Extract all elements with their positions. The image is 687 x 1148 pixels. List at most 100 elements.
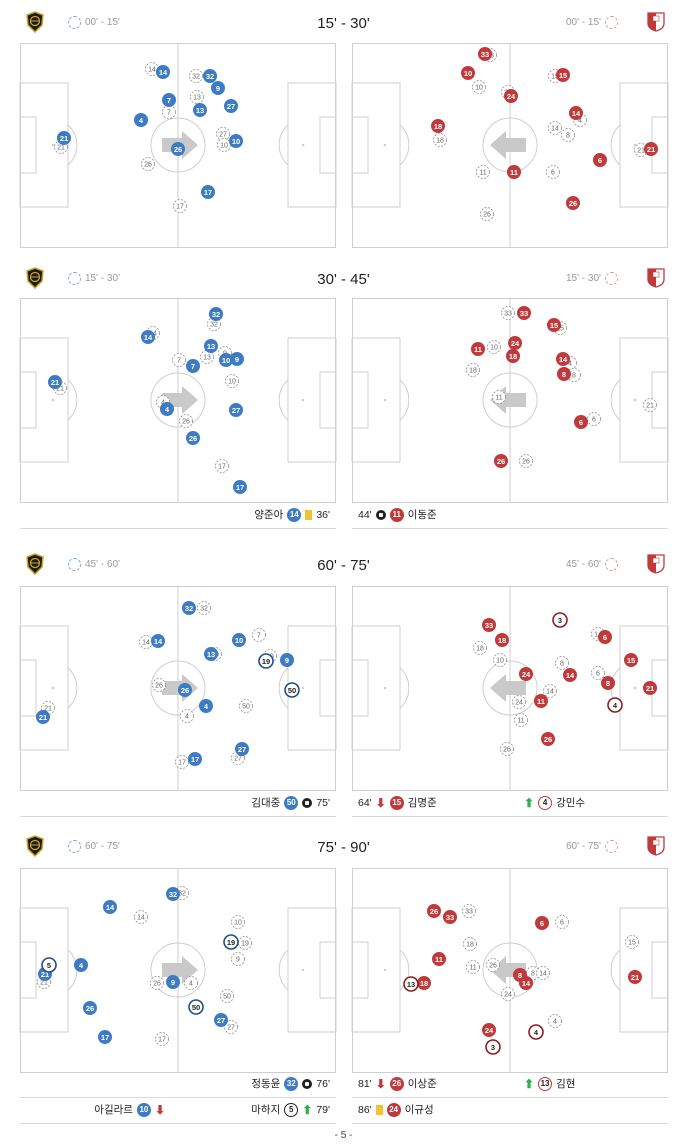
previous-position-number: 14 (539, 971, 547, 978)
player-number: 14 (572, 109, 581, 118)
player-badge: 11 (389, 507, 404, 522)
player-position-marker: 9 (211, 81, 225, 95)
player-number: 21 (646, 684, 654, 693)
player-number: 32 (169, 890, 177, 899)
home-team-logo (26, 267, 44, 289)
player-position-marker: 32 (203, 69, 217, 83)
player-number: 7 (167, 96, 171, 105)
match-event: 김대중 50 75' (251, 795, 330, 810)
previous-position-number: 4 (553, 1019, 557, 1026)
previous-position-number: 14 (137, 915, 145, 922)
previous-position-number: 18 (476, 646, 484, 653)
previous-position-number: 26 (144, 162, 152, 169)
previous-position-number: 6 (560, 920, 564, 927)
previous-position-number: 4 (568, 361, 572, 368)
previous-position-number: 27 (219, 132, 227, 139)
period-title: 75' - 90' (317, 839, 370, 856)
player-position-marker: 14 (556, 352, 570, 366)
previous-position-number: 15 (556, 326, 564, 333)
player-number: 4 (79, 961, 84, 970)
previous-position-number: 14 (546, 689, 554, 696)
home-reference-label: 00' - 15' (85, 17, 120, 28)
previous-position-number: 8 (560, 661, 564, 668)
player-badge: 5 (284, 1102, 299, 1117)
player-position-marker: 7 (162, 93, 176, 107)
previous-position-marker: 14 (548, 121, 562, 135)
previous-position-marker: 26 (480, 207, 494, 221)
event-minute: 79' (316, 1103, 330, 1116)
sub-in-arrow-icon: ⬆ (524, 1076, 535, 1091)
previous-position-marker: 18 (433, 133, 447, 147)
player-number: 26 (86, 1004, 94, 1013)
player-position-marker: 17 (233, 480, 247, 494)
player-name: 이규성 (404, 1104, 434, 1116)
event-minute: 86' (358, 1103, 372, 1116)
previous-position-number: 10 (234, 920, 242, 927)
player-position-marker: 9 (230, 352, 244, 366)
previous-position-number: 26 (522, 459, 530, 466)
goal-ball-icon (375, 509, 386, 520)
previous-position-number: 21 (637, 148, 645, 155)
previous-position-number: 10 (228, 379, 236, 386)
away-reference-label: 45' - 60' (566, 559, 601, 570)
previous-position-marker: 26 (519, 454, 533, 468)
player-number: 27 (238, 745, 246, 754)
match-event: 정동윤 32 76' (251, 1076, 330, 1091)
player-number: 27 (232, 406, 240, 415)
player-position-marker: 32 (209, 307, 223, 321)
player-number: 26 (544, 735, 552, 744)
home-reference-label: 60' - 75' (85, 841, 120, 852)
player-number: 26 (174, 145, 182, 154)
player-number: 27 (227, 102, 235, 111)
previous-position-marker: 6 (587, 412, 601, 426)
player-number: 6 (540, 919, 544, 928)
previous-position-marker: 14 (134, 910, 148, 924)
previous-position-marker: 27 (224, 1020, 238, 1034)
away-team-logo (647, 12, 665, 32)
previous-position-number: 26 (153, 981, 161, 988)
previous-position-marker: 11 (476, 165, 490, 179)
substitute-position-marker: 50 (188, 999, 204, 1015)
home-reference-label: 45' - 60' (85, 559, 120, 570)
event-separator (352, 816, 668, 817)
away-team-logo (647, 836, 665, 856)
previous-position-marker: 4 (548, 1014, 562, 1028)
player-position-marker: 14 (151, 634, 165, 648)
player-position-marker: 32 (166, 887, 180, 901)
player-number: 18 (498, 636, 506, 645)
previous-position-marker: 13 (190, 90, 204, 104)
away-reference-label: 60' - 75' (566, 841, 601, 852)
previous-position-marker: 26 (152, 678, 166, 692)
previous-position-marker: 17 (215, 459, 229, 473)
previous-position-marker: 17 (155, 1032, 169, 1046)
home-reference-label: 15' - 30' (85, 273, 120, 284)
player-position-marker: 11 (534, 694, 548, 708)
player-badge: 26 (389, 1076, 404, 1091)
player-position-marker: 17 (188, 752, 202, 766)
previous-position-marker: 18 (466, 363, 480, 377)
player-badge: 24 (386, 1102, 401, 1117)
previous-position-number: 6 (596, 671, 600, 678)
player-position-marker: 6 (574, 415, 588, 429)
goal-ball-icon (302, 797, 313, 808)
substitute-number: 13 (407, 980, 415, 989)
player-position-marker: 21 (57, 131, 71, 145)
player-number: 32 (185, 604, 193, 613)
sub-out-arrow-icon: ⬇ (375, 795, 386, 810)
player-number: 6 (598, 156, 602, 165)
player-number: 4 (139, 116, 144, 125)
substitute-position-marker: 13 (403, 976, 419, 992)
player-number: 11 (435, 955, 443, 964)
previous-position-marker: 32 (189, 69, 203, 83)
previous-position-number: 21 (57, 145, 65, 152)
player-position-marker: 26 (178, 683, 192, 697)
previous-position-number: 14 (148, 67, 156, 74)
player-position-marker: 4 (160, 402, 174, 416)
previous-position-number: 11 (469, 965, 476, 972)
previous-position-number: 4 (189, 981, 193, 988)
previous-position-number: 32 (192, 74, 200, 81)
event-minute: 81' (358, 1077, 372, 1090)
player-number: 33 (520, 309, 528, 318)
previous-position-number: 26 (182, 419, 190, 426)
player-position-marker: 11 (507, 165, 521, 179)
